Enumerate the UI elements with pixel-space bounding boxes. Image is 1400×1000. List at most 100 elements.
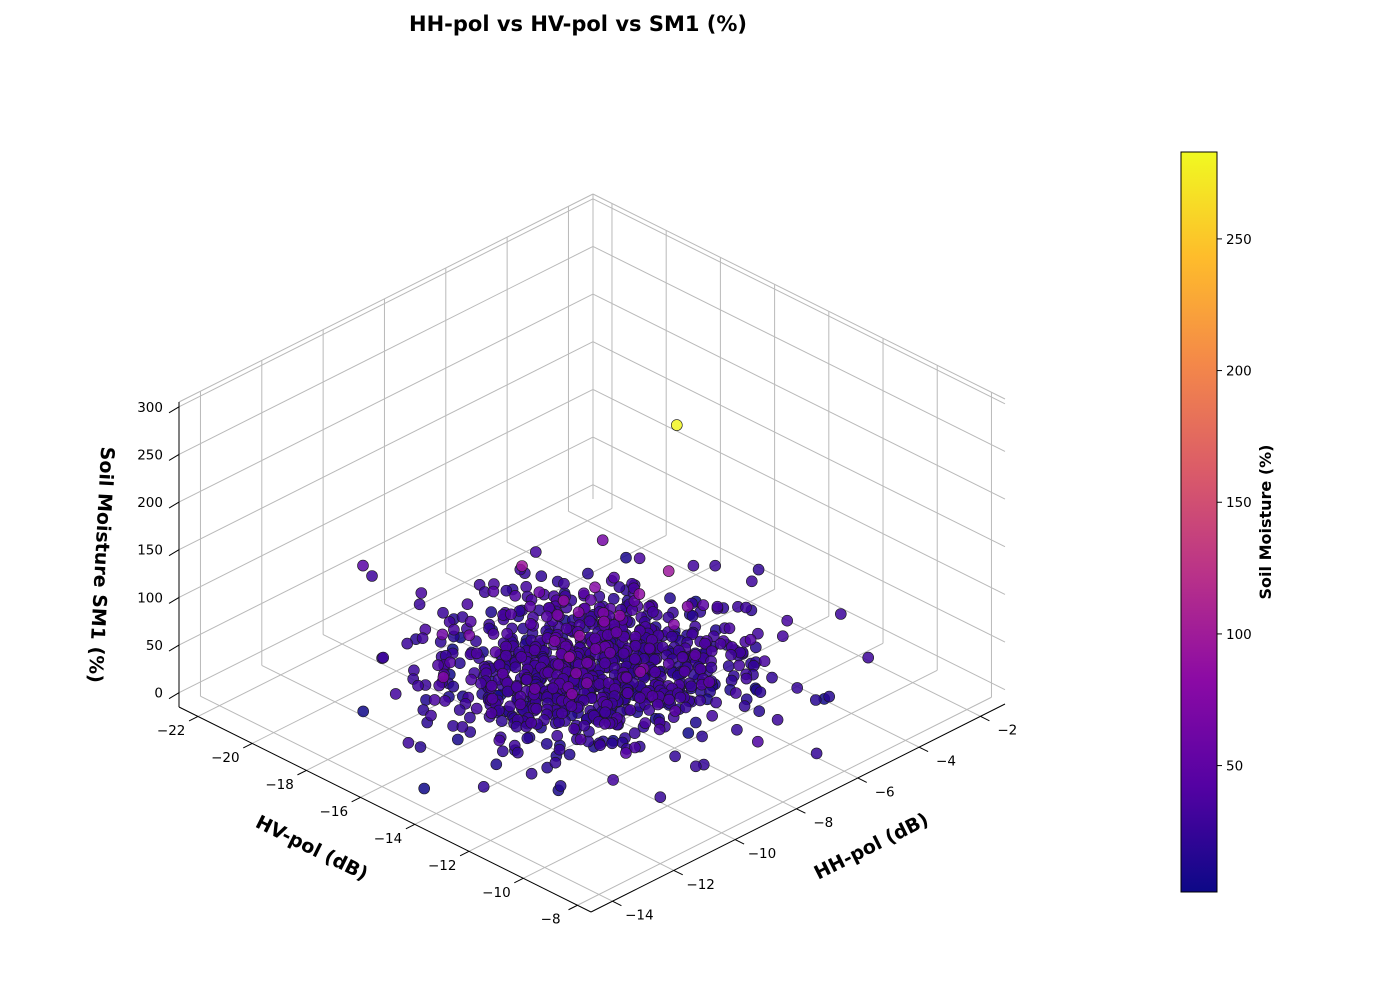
- y-tick-mark: [405, 823, 416, 830]
- y-tick-label: −16: [320, 804, 349, 820]
- data-point: [662, 657, 675, 670]
- data-point: [414, 741, 427, 753]
- data-point: [566, 688, 578, 700]
- x-tick-label: −2: [997, 723, 1017, 739]
- y-tick-label: −18: [265, 777, 294, 793]
- y-tick-mark: [188, 715, 199, 722]
- data-point: [493, 734, 506, 747]
- data-point: [551, 729, 564, 742]
- data-point: [791, 682, 804, 694]
- data-point: [574, 733, 587, 746]
- data-point: [444, 656, 457, 669]
- data-point: [725, 649, 737, 661]
- x-tick-label: −12: [686, 877, 715, 893]
- y-tick-label: −12: [428, 858, 457, 874]
- data-point: [694, 694, 706, 707]
- colorbar-tick-label: 100: [1226, 627, 1252, 643]
- data-point: [486, 692, 499, 705]
- data-point: [448, 623, 460, 636]
- data-point: [678, 665, 691, 678]
- data-point: [723, 622, 736, 635]
- data-point: [500, 649, 512, 662]
- data-point: [547, 682, 559, 695]
- data-point: [520, 673, 533, 686]
- data-point: [524, 618, 537, 630]
- data-point: [730, 687, 742, 699]
- data-point: [436, 628, 449, 641]
- grid-line-z-left: [178, 484, 594, 694]
- data-point: [646, 690, 659, 703]
- data-point: [535, 570, 548, 583]
- left-wall-pane: [179, 194, 593, 707]
- data-point: [669, 705, 682, 717]
- x-tick-label: −8: [813, 815, 833, 831]
- data-point: [563, 748, 576, 761]
- colorbar-tick-label: 200: [1226, 364, 1252, 380]
- data-point: [754, 686, 767, 699]
- data-point: [447, 680, 460, 693]
- data-point: [516, 560, 528, 572]
- data-point: [495, 715, 508, 727]
- grid-line-z-left: [178, 388, 594, 598]
- data-point: [568, 723, 580, 735]
- data-point: [679, 701, 692, 714]
- data-point: [620, 671, 633, 684]
- data-point: [629, 741, 641, 754]
- data-point: [689, 716, 702, 729]
- data-point: [583, 615, 596, 628]
- data-point: [599, 717, 611, 730]
- data-point: [663, 693, 675, 706]
- grid-line-z-right: [592, 341, 1006, 548]
- z-tick-mark: [168, 501, 180, 509]
- data-point: [753, 705, 766, 718]
- z-tick-label: 200: [137, 495, 163, 511]
- x-tick-mark: [980, 715, 990, 722]
- data-point: [596, 534, 609, 547]
- data-point: [357, 559, 369, 572]
- grid-line-z-right: [592, 436, 1006, 643]
- data-point: [509, 661, 522, 674]
- data-point: [711, 600, 724, 613]
- data-point: [425, 709, 437, 722]
- colorbar-ticks: 50 100 150 200 250: [1217, 232, 1252, 775]
- data-point: [740, 601, 752, 614]
- data-point: [689, 649, 702, 661]
- z-tick-label: 250: [137, 447, 163, 463]
- data-point: [521, 732, 534, 745]
- data-point: [581, 677, 593, 690]
- colorbar-tick-label: 150: [1226, 495, 1252, 511]
- data-point: [510, 720, 523, 733]
- data-point: [584, 594, 597, 606]
- data-point: [653, 723, 666, 736]
- y-tick-label: −14: [374, 831, 403, 847]
- data-point: [628, 653, 641, 665]
- data-point: [617, 647, 630, 660]
- x-tick-mark: [673, 869, 683, 876]
- data-point: [560, 622, 573, 635]
- data-point: [451, 733, 464, 746]
- data-point: [533, 586, 546, 599]
- data-point: [389, 688, 402, 700]
- data-point: [731, 723, 743, 736]
- z-tick-mark: [168, 453, 180, 461]
- data-point: [437, 606, 449, 619]
- data-point: [477, 780, 490, 793]
- data-point: [634, 691, 646, 704]
- data-point: [714, 637, 727, 650]
- data-point: [470, 647, 483, 660]
- data-point: [738, 700, 751, 712]
- data-point: [694, 663, 707, 675]
- data-point: [608, 571, 620, 584]
- grid-line-z-left: [178, 293, 594, 503]
- data-point: [649, 666, 661, 678]
- z-tick-mark: [168, 549, 180, 557]
- data-point: [620, 747, 632, 759]
- data-point: [639, 717, 652, 729]
- x-tick-mark: [918, 746, 929, 753]
- data-point: [682, 727, 695, 739]
- data-point: [530, 702, 543, 715]
- grid-line-x-floor: [568, 510, 981, 717]
- x-tick-label: −14: [625, 908, 654, 924]
- data-point: [377, 651, 390, 664]
- data-point: [415, 587, 428, 599]
